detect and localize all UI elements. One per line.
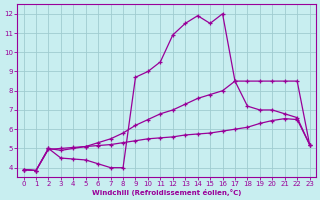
X-axis label: Windchill (Refroidissement éolien,°C): Windchill (Refroidissement éolien,°C) [92, 189, 241, 196]
